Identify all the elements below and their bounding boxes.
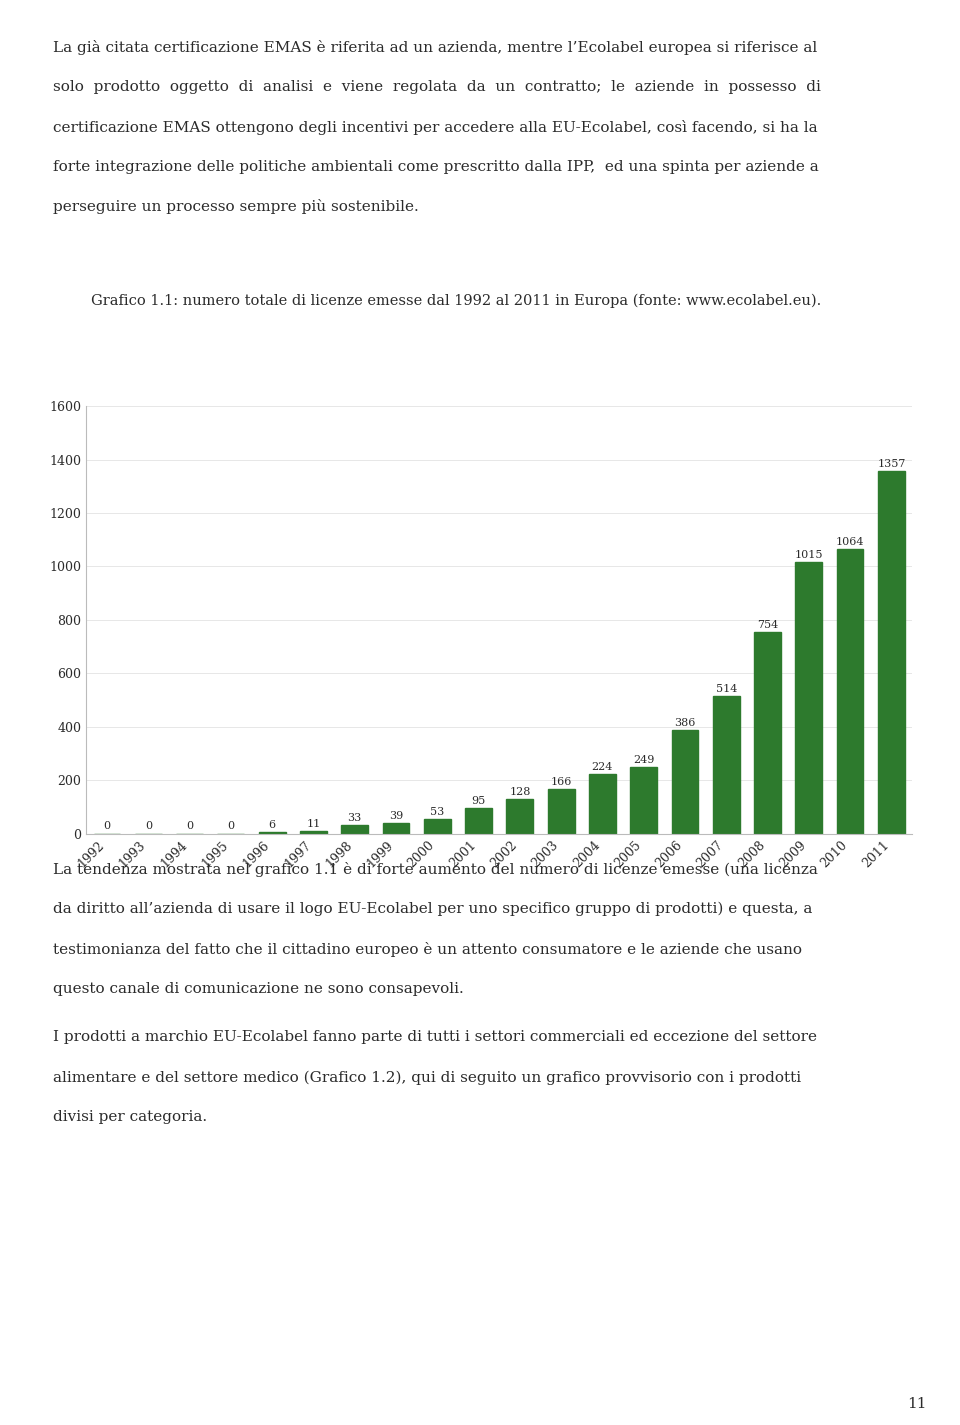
Bar — [589, 774, 615, 834]
Text: 53: 53 — [430, 808, 444, 818]
Bar — [300, 831, 326, 834]
Text: solo  prodotto  oggetto  di  analisi  e  viene  regolata  da  un  contratto;  le: solo prodotto oggetto di analisi e viene… — [53, 80, 821, 94]
Bar — [755, 633, 780, 834]
Text: 1064: 1064 — [836, 537, 864, 547]
Bar — [672, 731, 698, 834]
Text: forte integrazione delle politiche ambientali come prescritto dalla IPP,  ed una: forte integrazione delle politiche ambie… — [53, 160, 819, 174]
Text: 11: 11 — [306, 818, 321, 828]
Bar — [713, 697, 739, 834]
Bar — [548, 789, 574, 834]
Text: perseguire un processo sempre più sostenibile.: perseguire un processo sempre più sosten… — [53, 200, 419, 215]
Text: 1357: 1357 — [877, 459, 905, 469]
Text: I prodotti a marchio EU-Ecolabel fanno parte di tutti i settori commerciali ed e: I prodotti a marchio EU-Ecolabel fanno p… — [53, 1030, 817, 1045]
Text: divisi per categoria.: divisi per categoria. — [53, 1110, 207, 1124]
Bar — [507, 799, 533, 834]
Text: 0: 0 — [145, 821, 152, 832]
Text: 0: 0 — [186, 821, 193, 832]
Text: La tendenza mostrata nel grafico 1.1 è di forte aumento del numero di licenze em: La tendenza mostrata nel grafico 1.1 è d… — [53, 862, 818, 878]
Text: 95: 95 — [471, 797, 486, 807]
Text: 0: 0 — [228, 821, 234, 832]
Bar — [466, 808, 492, 834]
Bar — [878, 472, 904, 834]
Text: 386: 386 — [674, 718, 696, 728]
Text: 39: 39 — [389, 811, 403, 821]
Text: 0: 0 — [104, 821, 110, 832]
Bar — [631, 767, 657, 834]
Text: certificazione EMAS ottengono degli incentivi per accedere alla EU-Ecolabel, cos: certificazione EMAS ottengono degli ince… — [53, 120, 817, 135]
Text: Grafico 1.1: numero totale di licenze emesse dal 1992 al 2011 in Europa (fonte: : Grafico 1.1: numero totale di licenze em… — [91, 294, 822, 308]
Text: alimentare e del settore medico (Grafico 1.2), qui di seguito un grafico provvis: alimentare e del settore medico (Grafico… — [53, 1070, 801, 1084]
Bar — [383, 824, 409, 834]
Text: testimonianza del fatto che il cittadino europeo è un attento consumatore e le a: testimonianza del fatto che il cittadino… — [53, 942, 802, 958]
Bar — [424, 819, 450, 834]
Text: 754: 754 — [756, 620, 779, 630]
Text: questo canale di comunicazione ne sono consapevoli.: questo canale di comunicazione ne sono c… — [53, 982, 464, 996]
Text: 11: 11 — [907, 1396, 926, 1411]
Text: 33: 33 — [348, 812, 362, 822]
Text: 224: 224 — [591, 761, 613, 772]
Text: 249: 249 — [633, 755, 655, 765]
Text: da diritto all’azienda di usare il logo EU-Ecolabel per uno specifico gruppo di : da diritto all’azienda di usare il logo … — [53, 902, 812, 916]
Bar — [837, 550, 863, 834]
Text: 128: 128 — [509, 787, 531, 798]
Bar — [342, 825, 368, 834]
Text: La già citata certificazione EMAS è riferita ad un azienda, mentre l’Ecolabel eu: La già citata certificazione EMAS è rife… — [53, 40, 817, 56]
Text: 6: 6 — [269, 819, 276, 829]
Text: 166: 166 — [550, 777, 572, 787]
Bar — [796, 563, 822, 834]
Text: 1015: 1015 — [795, 550, 823, 560]
Text: 514: 514 — [715, 684, 737, 694]
Bar — [259, 832, 285, 834]
